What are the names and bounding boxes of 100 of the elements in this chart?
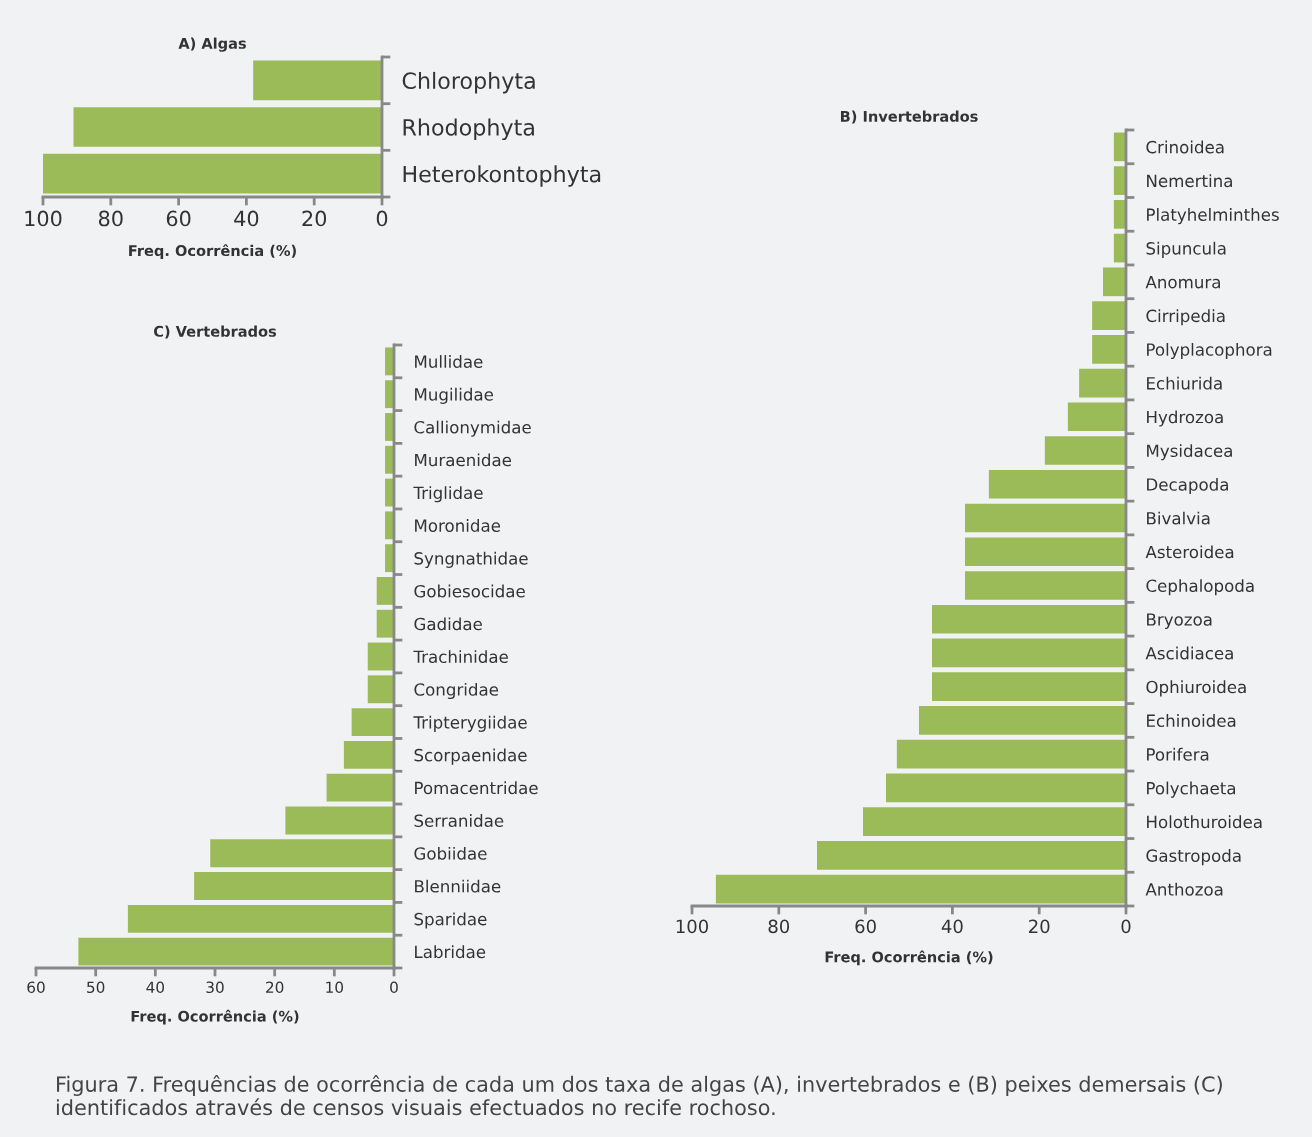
x-tick-label: 60: [27, 981, 45, 994]
bar: [351, 708, 394, 737]
y-tick-label: Gobiesocidae: [414, 584, 525, 598]
bar: [385, 544, 394, 573]
bar: [210, 839, 394, 868]
bar: [932, 672, 1126, 702]
y-tick-label: Platyhelminthes: [1147, 208, 1279, 225]
bar: [1103, 267, 1126, 297]
x-tick-label: 20: [266, 981, 284, 994]
bar: [1092, 334, 1126, 364]
y-tick-label: Sipuncula: [1146, 241, 1226, 258]
y-tick-label: Scorpaenidae: [414, 748, 527, 765]
x-axis-title: Freq. Ocorrência (%): [131, 1009, 299, 1025]
bar: [932, 638, 1126, 668]
y-tick-label: Nemertina: [1147, 174, 1232, 188]
x-tick-label: 80: [98, 210, 123, 227]
y-tick-label: Decapoda: [1147, 477, 1228, 495]
chart-title: C) Vertebrados: [153, 325, 277, 339]
x-axis-title: Freq. Ocorrência (%): [129, 244, 296, 259]
bar: [863, 807, 1126, 836]
bar: [1092, 301, 1126, 330]
bar: [253, 60, 382, 101]
y-tick-label: Bivalvia: [1147, 511, 1210, 525]
x-tick-label: 20: [1029, 919, 1050, 934]
x-tick-label: 0: [1121, 919, 1131, 934]
x-tick-label: 0: [376, 210, 388, 227]
bar: [886, 773, 1126, 803]
bar: [964, 537, 1126, 567]
bar: [932, 604, 1126, 634]
bar: [376, 576, 394, 605]
x-tick-label: 20: [302, 210, 327, 227]
y-tick-label: Trachinidae: [413, 650, 508, 664]
y-tick-label: Gobiidae: [414, 846, 487, 860]
x-tick-label: 30: [206, 981, 224, 994]
bar: [385, 380, 394, 409]
y-tick-label: Congridae: [414, 682, 499, 700]
y-tick-label: Blenniidae: [415, 879, 501, 893]
bar: [896, 739, 1126, 769]
bar: [194, 872, 394, 900]
y-tick-label: Holothuroidea: [1147, 815, 1262, 829]
y-tick-label: Labridae: [415, 945, 486, 959]
bar: [285, 806, 394, 835]
bar: [343, 740, 394, 769]
x-tick-label: 100: [25, 210, 62, 227]
y-tick-label: Mullidae: [415, 355, 483, 368]
y-tick-label: Anomura: [1145, 276, 1220, 289]
x-tick-label: 80: [768, 919, 790, 934]
y-tick-label: Moronidae: [415, 519, 501, 532]
y-tick-label: Serranidae: [414, 814, 504, 828]
x-tick-label: 60: [855, 919, 876, 934]
y-tick-label: Cirripedia: [1146, 309, 1225, 326]
bar: [43, 153, 382, 194]
y-tick-label: Mugilidae: [415, 387, 494, 404]
bar: [127, 904, 394, 933]
x-tick-label: 0: [390, 981, 398, 994]
bar: [1113, 166, 1126, 195]
bar: [376, 609, 394, 638]
bar: [964, 503, 1126, 533]
y-tick-label: Ophiuroidea: [1146, 680, 1246, 697]
y-tick-label: Mysidacea: [1147, 444, 1232, 461]
y-tick-label: Muraenidae: [415, 453, 512, 467]
bar: [918, 706, 1126, 735]
y-tick-label: Ascidiacea: [1145, 646, 1233, 660]
bar: [988, 469, 1126, 499]
y-tick-label: Porifera: [1147, 747, 1209, 761]
bar: [385, 445, 394, 474]
y-tick-label: Tripterygiidae: [413, 715, 527, 732]
y-tick-label: Bryozoa: [1147, 613, 1212, 630]
bar: [816, 841, 1126, 870]
y-tick-label: Echinoidea: [1147, 714, 1236, 727]
bar: [1044, 436, 1126, 465]
y-tick-label: Triglidae: [413, 486, 483, 503]
x-tick-label: 60: [166, 210, 191, 227]
bar: [1067, 402, 1126, 432]
y-tick-label: Chlorophyta: [402, 71, 535, 94]
bar: [367, 642, 394, 671]
x-tick-label: 50: [87, 981, 105, 994]
bar: [73, 107, 382, 147]
y-tick-label: Pomacentridae: [415, 781, 538, 795]
y-tick-label: Echiurida: [1147, 376, 1222, 390]
bar: [367, 675, 394, 704]
x-axis-title: Freq. Ocorrência (%): [825, 950, 993, 966]
x-tick-label: 40: [146, 981, 165, 994]
y-tick-label: Anthozoa: [1145, 882, 1223, 896]
y-tick-label: Heterokontophyta: [403, 165, 601, 187]
y-tick-label: Cephalopoda: [1146, 579, 1254, 596]
x-tick-label: 10: [326, 981, 344, 994]
y-tick-label: Sparidae: [414, 912, 487, 929]
y-tick-label: Asteroidea: [1145, 545, 1234, 559]
y-tick-label: Callionymidae: [414, 420, 531, 437]
bar: [326, 773, 394, 802]
y-tick-label: Gastropoda: [1146, 849, 1241, 866]
chart-title: B) Invertebrados: [840, 110, 978, 124]
bar: [385, 511, 394, 540]
y-tick-label: Polyplacophora: [1147, 342, 1272, 360]
x-tick-label: 40: [941, 919, 963, 934]
x-tick-label: 100: [676, 919, 709, 934]
bar: [1113, 200, 1126, 229]
text: Figura 7. Frequências de ocorrência de cada um dos taxa de algas (A), invertebrados e (B) peixes demersais (C) identificados através de censos visuais efectuados no recife rochoso.: [56, 1075, 1222, 1116]
bar: [1079, 368, 1126, 398]
